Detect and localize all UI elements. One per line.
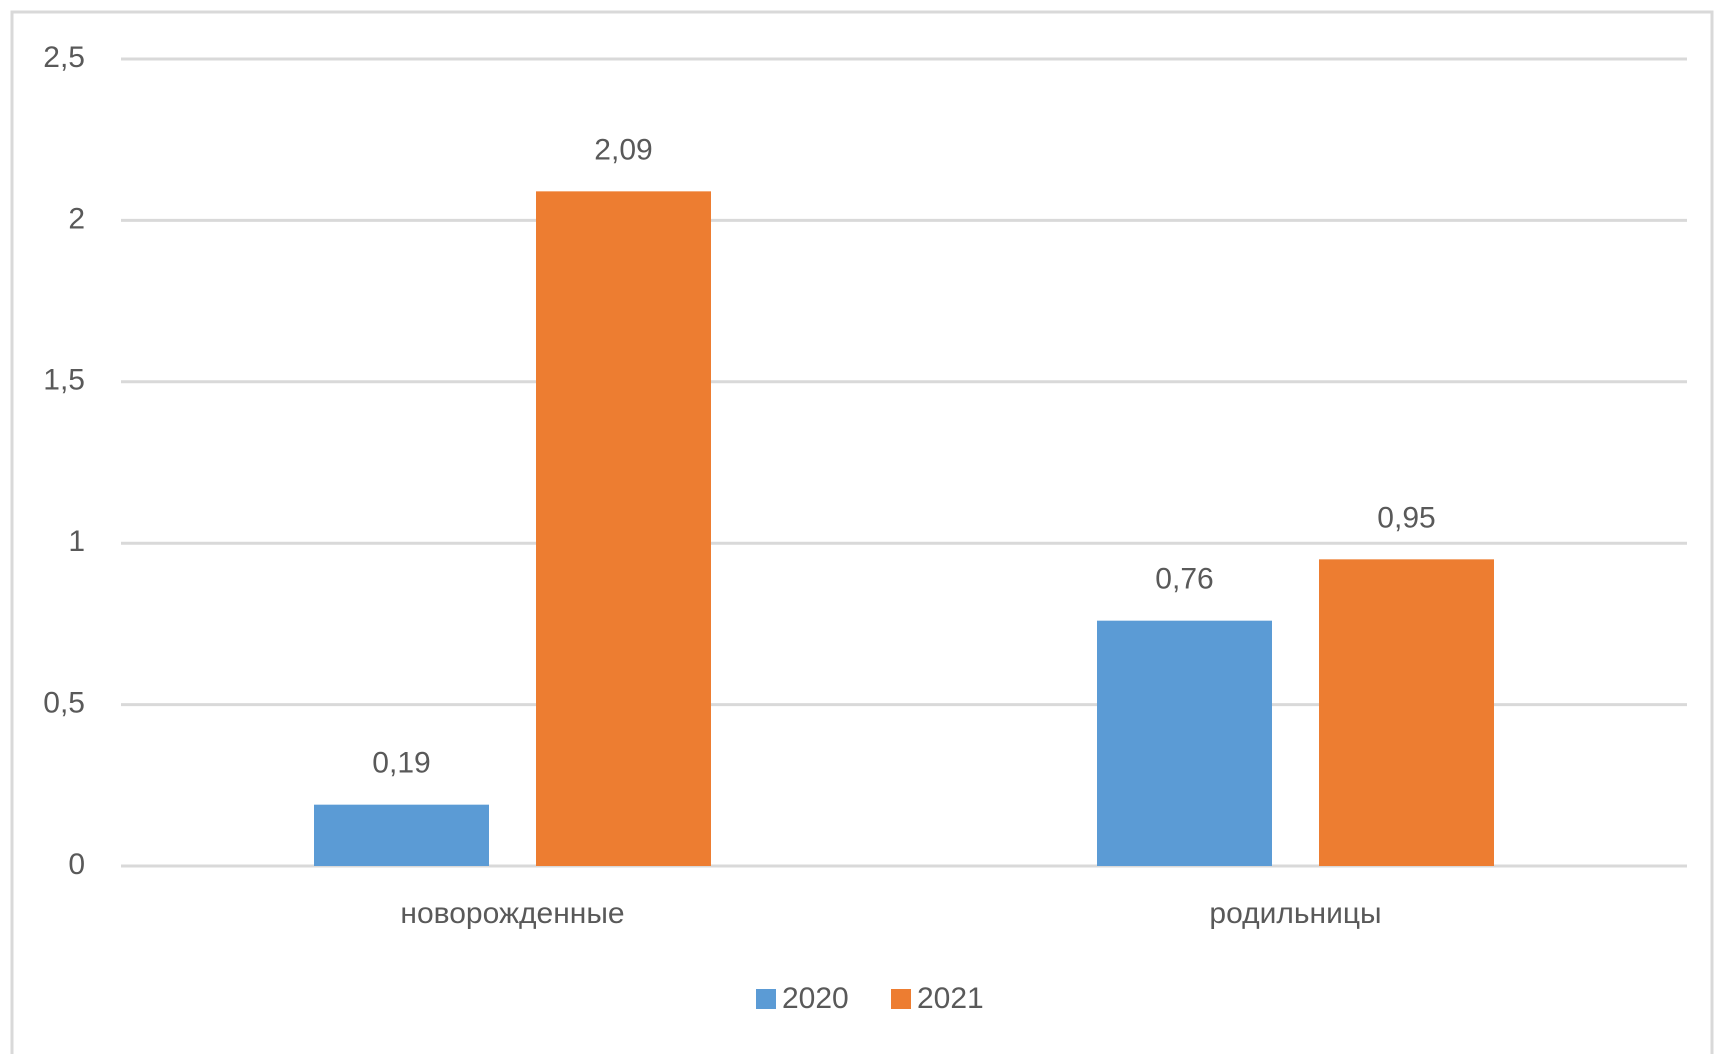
x-tick-label: новорожденные [400,897,624,930]
legend-label: 2020 [782,982,849,1015]
y-tick-label: 1,5 [43,364,85,397]
data-label: 2,09 [594,133,652,166]
legend-swatch [891,989,911,1009]
legend-swatch [756,989,776,1009]
chart-frame [10,10,1714,1054]
data-label: 0,19 [372,747,430,780]
y-tick-label: 1 [68,525,85,558]
y-tick-label: 0 [68,848,85,881]
data-label: 0,76 [1155,563,1213,596]
x-tick-label: родильницы [1209,897,1381,930]
bar [1097,620,1272,866]
y-tick-label: 2 [68,202,85,235]
y-tick-label: 0,5 [43,687,85,720]
y-tick-label: 2,5 [43,41,85,74]
data-label: 0,95 [1377,501,1435,534]
bar [314,804,489,866]
legend-label: 2021 [917,982,984,1015]
bar [536,191,711,866]
bar [1319,559,1494,866]
